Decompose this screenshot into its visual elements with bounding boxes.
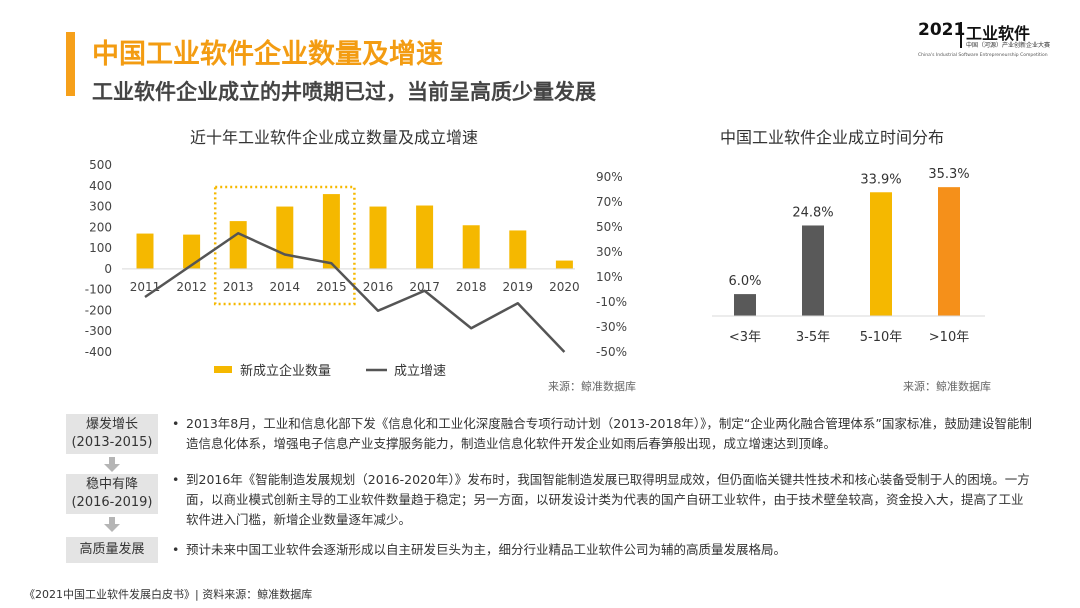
chart2-x-tick: 5-10年 <box>860 330 903 345</box>
chart1-bar-2016 <box>369 206 387 269</box>
competition-logo: 2021 工业软件 中国（河源）产业创新企业大赛 China's Industr… <box>918 20 1058 64</box>
chart1-yleft-tick: 100 <box>89 241 112 255</box>
logo-divider <box>960 22 962 48</box>
stage-label-quality: 高质量发展 <box>66 537 158 563</box>
logo-subtitle: 中国（河源）产业创新企业大赛 <box>966 42 1051 49</box>
chart1-yleft-tick: 0 <box>104 262 112 276</box>
chart1-yleft-tick: 200 <box>89 220 112 234</box>
chart2-data-label: 35.3% <box>928 167 969 182</box>
stage-text-quality: 预计未来中国工业软件会逐渐形成以自主研发巨头为主，细分行业精品工业软件公司为辅的… <box>172 540 1032 560</box>
chart1-yleft-tick: -300 <box>85 324 112 338</box>
chart1-legend-bar-label: 新成立企业数量 <box>240 363 331 379</box>
chart1-yleft-tick: 400 <box>89 179 112 193</box>
chart1-yright-tick: -10% <box>596 295 627 309</box>
chart1-bar-2015 <box>322 194 340 269</box>
chart2-title: 中国工业软件企业成立时间分布 <box>720 128 945 147</box>
chart1-x-tick: 2014 <box>270 280 301 294</box>
footer-citation: 《2021中国工业软件发展白皮书》| 资料来源：鲸准数据库 <box>24 588 313 601</box>
chart1-bar-2017 <box>416 205 434 269</box>
chart1-yright-tick: -50% <box>596 345 627 359</box>
chart1-legend-line-label: 成立增速 <box>394 364 446 379</box>
chart1-bar-2011 <box>136 233 154 269</box>
down-arrow-icon <box>104 457 120 472</box>
chart1-yright-tick: 70% <box>596 195 623 209</box>
chart1-growth-line <box>144 232 566 353</box>
chart1-bar-2019 <box>509 230 527 269</box>
chart1-bar-2014 <box>276 206 294 269</box>
page-title: 中国工业软件企业数量及增速 <box>92 39 443 70</box>
chart1-yright-tick: 10% <box>596 270 623 284</box>
chart1-bar-2012 <box>183 234 201 269</box>
stage-label-burst: 爆发增长 (2013-2015) <box>66 414 158 454</box>
chart2-bar-0 <box>734 294 756 316</box>
page-subtitle: 工业软件企业成立的井喷期已过，当前呈高质少量发展 <box>92 80 596 104</box>
stage-name: 稳中有降 <box>85 477 138 492</box>
chart2-x-tick: <3年 <box>729 330 761 345</box>
chart1-x-tick: 2011 <box>130 280 161 294</box>
chart2-data-label: 6.0% <box>728 274 761 289</box>
chart1-legend-bar-swatch <box>214 366 232 373</box>
chart1-x-tick: 2016 <box>363 280 394 294</box>
stage-period: (2016-2019) <box>71 495 153 510</box>
chart1-yright-tick: 50% <box>596 220 623 234</box>
stage-name: 爆发增长 <box>85 417 138 432</box>
chart1-bar-2013 <box>229 221 247 269</box>
chart1-bar-2020 <box>555 260 573 269</box>
stage-text-stable: 到2016年《智能制造发展规划（2016-2020年）》发布时，我国智能制造发展… <box>172 470 1032 530</box>
chart1-yleft-tick: -100 <box>85 283 112 297</box>
chart1-source: 来源：鲸准数据库 <box>548 380 636 393</box>
chart2-x-tick: >10年 <box>929 330 969 345</box>
stage-text-burst: 2013年8月，工业和信息化部下发《信息化和工业化深度融合专项行动计划（2013… <box>172 414 1032 454</box>
logo-name: 工业软件 <box>966 24 1031 43</box>
stage-name: 高质量发展 <box>79 542 145 557</box>
chart1-x-tick: 2015 <box>316 280 347 294</box>
chart1-yright-tick: 30% <box>596 245 623 259</box>
chart1-x-tick: 2012 <box>176 280 207 294</box>
chart2-bar-2 <box>870 192 892 316</box>
chart1-highlight-box <box>213 185 356 306</box>
chart1-x-tick: 2017 <box>409 280 440 294</box>
chart1-x-tick: 2019 <box>503 280 534 294</box>
chart2-bar-3 <box>938 187 960 316</box>
chart1-bar-2018 <box>462 225 480 269</box>
chart1-yleft-tick: -200 <box>85 303 112 317</box>
chart1-yright-tick: 90% <box>596 170 623 184</box>
chart1-yleft-tick: 500 <box>89 158 112 172</box>
chart1-x-tick: 2020 <box>549 280 580 294</box>
chart1-x-tick: 2018 <box>456 280 487 294</box>
chart1-x-tick: 2013 <box>223 280 254 294</box>
logo-year: 2021 <box>918 20 966 40</box>
chart2-data-label: 24.8% <box>792 205 833 220</box>
chart2-x-tick: 3-5年 <box>796 330 830 345</box>
down-arrow-icon <box>104 517 120 532</box>
chart2-data-label: 33.9% <box>860 172 901 187</box>
chart1-yleft-tick: 300 <box>89 200 112 214</box>
title-accent-bar <box>66 32 75 96</box>
chart2-bar-1 <box>802 225 824 316</box>
logo-english: China's Industrial Software Entrepreneur… <box>918 53 1048 58</box>
chart1-yleft-tick: -400 <box>85 345 112 359</box>
chart2-source: 来源：鲸准数据库 <box>903 380 991 393</box>
stage-period: (2013-2015) <box>71 435 153 450</box>
chart1-title: 近十年工业软件企业成立数量及成立增速 <box>190 128 479 147</box>
chart1-yright-tick: -30% <box>596 320 627 334</box>
stage-label-stable: 稳中有降 (2016-2019) <box>66 474 158 514</box>
